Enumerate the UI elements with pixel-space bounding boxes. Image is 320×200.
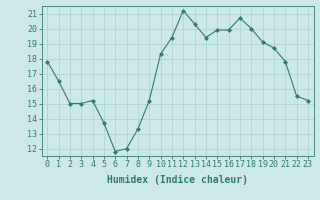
X-axis label: Humidex (Indice chaleur): Humidex (Indice chaleur) [107,175,248,185]
